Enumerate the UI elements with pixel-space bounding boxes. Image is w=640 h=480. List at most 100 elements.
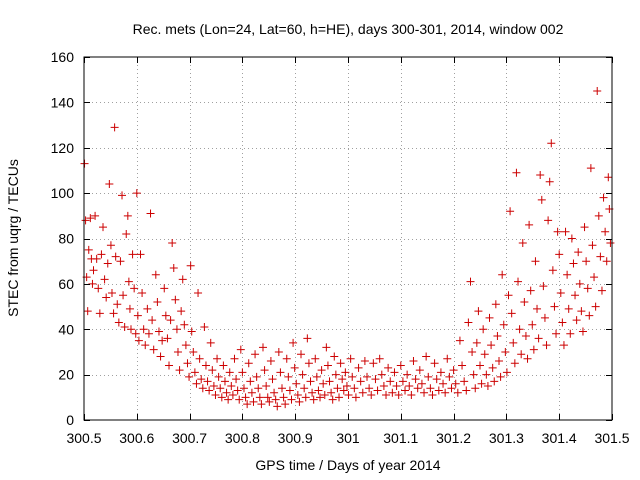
data-point xyxy=(462,386,471,395)
y-tick-label: 100 xyxy=(51,185,75,201)
data-point xyxy=(311,354,320,363)
data-point xyxy=(238,368,247,377)
data-point xyxy=(281,400,290,409)
data-point xyxy=(472,338,481,347)
data-point xyxy=(336,359,345,368)
data-point xyxy=(106,241,115,250)
data-point xyxy=(181,341,190,350)
data-point xyxy=(149,345,158,354)
data-point xyxy=(342,381,351,390)
data-point xyxy=(420,388,429,397)
data-point xyxy=(211,391,220,400)
data-point xyxy=(285,386,294,395)
data-point xyxy=(198,384,207,393)
data-point xyxy=(306,377,315,386)
data-point xyxy=(268,375,277,384)
data-point xyxy=(525,220,534,229)
data-point xyxy=(292,379,301,388)
data-point xyxy=(133,311,142,320)
data-point xyxy=(480,350,489,359)
data-point xyxy=(335,393,344,402)
data-point xyxy=(582,257,591,266)
data-point xyxy=(168,239,177,248)
data-point xyxy=(523,354,532,363)
y-tick-label: 0 xyxy=(66,412,74,428)
data-point xyxy=(247,388,256,397)
data-point xyxy=(270,388,279,397)
y-tick-label: 160 xyxy=(51,49,75,65)
x-tick-labels: 300.5 300.6 300.7 300.8 300.9 301 301.1 301.2 30… xyxy=(66,430,629,446)
data-point xyxy=(118,191,127,200)
data-point xyxy=(172,325,181,334)
data-point xyxy=(537,195,546,204)
data-point xyxy=(119,291,128,300)
data-point xyxy=(255,393,264,402)
data-point xyxy=(371,375,380,384)
data-point xyxy=(273,402,282,411)
data-point xyxy=(504,291,513,300)
data-point xyxy=(401,386,410,395)
data-point xyxy=(327,388,336,397)
y-tick-label: 80 xyxy=(58,231,74,247)
data-point xyxy=(258,343,267,352)
data-point xyxy=(195,354,204,363)
data-point xyxy=(225,368,234,377)
data-point xyxy=(122,229,131,238)
data-point xyxy=(407,391,416,400)
data-point xyxy=(113,300,122,309)
data-point xyxy=(531,257,540,266)
data-point xyxy=(339,386,348,395)
data-point xyxy=(482,370,491,379)
data-point xyxy=(190,368,199,377)
data-point xyxy=(498,270,507,279)
data-point xyxy=(236,345,245,354)
y-tick-label: 60 xyxy=(58,276,74,292)
data-point xyxy=(558,318,567,327)
data-point xyxy=(490,377,499,386)
data-point xyxy=(487,341,496,350)
data-point xyxy=(460,377,469,386)
data-point xyxy=(126,325,135,334)
data-point xyxy=(415,366,424,375)
data-point xyxy=(80,159,89,168)
data-point xyxy=(606,239,615,248)
data-point xyxy=(597,286,606,295)
data-point xyxy=(309,395,318,404)
data-point xyxy=(114,318,123,327)
data-point xyxy=(529,345,538,354)
data-point xyxy=(173,347,182,356)
data-point xyxy=(509,338,518,347)
grid xyxy=(84,57,612,420)
data-point xyxy=(99,223,108,232)
data-point xyxy=(95,309,104,318)
y-tick-labels: 0 20 40 60 80 100 120 140 160 xyxy=(51,49,75,428)
data-point xyxy=(265,397,274,406)
data-point xyxy=(194,288,203,297)
data-point xyxy=(354,363,363,372)
data-point xyxy=(233,386,242,395)
data-point xyxy=(479,325,488,334)
data-point xyxy=(308,388,317,397)
data-point xyxy=(88,279,97,288)
ticks xyxy=(84,57,613,421)
data-point xyxy=(319,379,328,388)
x-tick-label: 301.3 xyxy=(489,430,524,446)
data-point xyxy=(495,357,504,366)
data-point xyxy=(424,372,433,381)
data-point xyxy=(398,377,407,386)
data-point xyxy=(230,354,239,363)
data-point xyxy=(580,223,589,232)
data-point xyxy=(271,395,280,404)
x-tick-label: 300.9 xyxy=(278,430,313,446)
data-point xyxy=(593,87,602,96)
data-point xyxy=(146,209,155,218)
data-point xyxy=(201,361,210,370)
data-point xyxy=(252,372,261,381)
data-point xyxy=(222,388,231,397)
data-point xyxy=(469,370,478,379)
data-point xyxy=(488,363,497,372)
data-point xyxy=(363,372,372,381)
data-point xyxy=(382,391,391,400)
data-points xyxy=(80,87,615,411)
data-point xyxy=(206,338,215,347)
